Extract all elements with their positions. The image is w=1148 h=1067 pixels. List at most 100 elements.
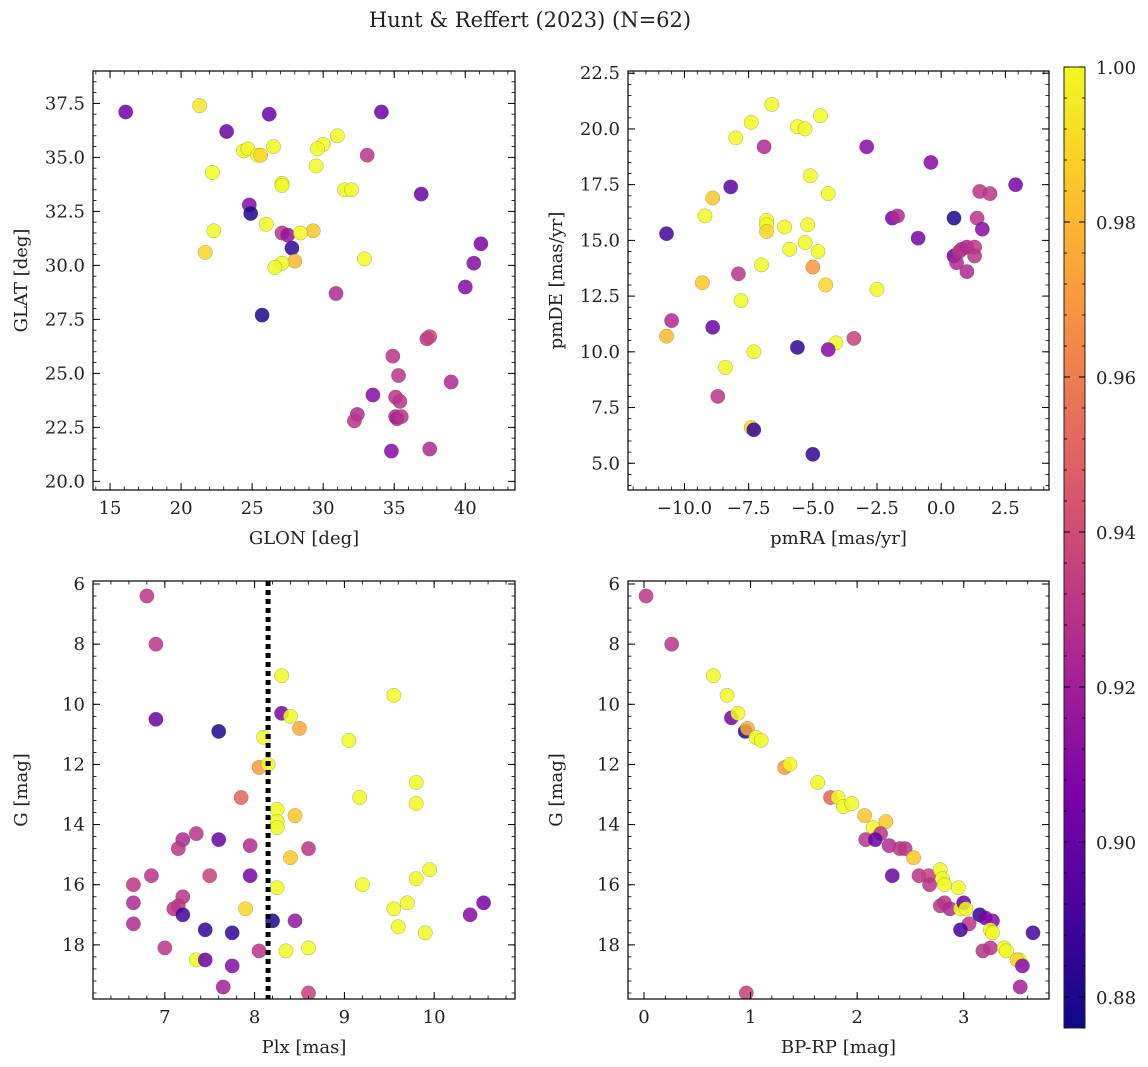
data-point [910, 230, 926, 246]
y-tick-label: 32.5 [45, 201, 85, 222]
y-tick-label: 18 [597, 935, 620, 956]
data-point [373, 104, 389, 120]
data-point [261, 106, 277, 122]
data-point [125, 877, 141, 893]
data-point [354, 877, 370, 893]
y-tick-label: 30.0 [45, 255, 85, 276]
data-point [422, 329, 438, 345]
data-point [175, 907, 191, 923]
data-point [695, 275, 710, 291]
data-point [280, 227, 296, 243]
data-point [958, 901, 974, 917]
data-point [197, 952, 213, 968]
data-point [951, 880, 966, 896]
data-point [723, 179, 739, 195]
data-point [967, 248, 982, 264]
x-tick-label: 9 [339, 1007, 350, 1028]
data-point [974, 221, 990, 237]
y-tick-label: 20.0 [45, 471, 85, 492]
points-pm [659, 97, 1023, 462]
data-point [243, 206, 259, 221]
data-point [764, 97, 780, 112]
data-point [202, 868, 218, 884]
colorbar: 0.88 0.90 0.92 0.94 0.96 0.98 1.00 [1063, 58, 1136, 1029]
axes-frame [92, 70, 516, 491]
panel-plx: 7 8 9 10 6 8 10 12 14 16 18 Plx [mas] G [mag] [11, 574, 516, 1058]
data-point [746, 344, 762, 360]
data-point [408, 775, 424, 790]
data-point [797, 235, 813, 251]
data-point [983, 940, 998, 956]
y-axis-label: G [mag] [11, 753, 32, 826]
data-point [192, 98, 208, 114]
data-point [638, 588, 654, 604]
x-axis-label: pmRA [mas/yr] [770, 528, 907, 549]
data-point [219, 124, 235, 139]
colorbar-tick-label: 0.96 [1096, 368, 1136, 389]
y-axis-label: pmDE [mas/yr] [546, 212, 567, 350]
data-point [139, 588, 155, 604]
data-point [256, 730, 271, 745]
data-point [305, 223, 321, 239]
data-point [790, 339, 805, 355]
y-tick-label: 14 [62, 815, 85, 836]
data-point [800, 217, 816, 233]
data-point [352, 790, 368, 805]
x-tick-label: 7 [159, 1007, 170, 1028]
colorbar-tick-label: 0.92 [1096, 678, 1136, 699]
y-tick-label: 10.0 [580, 342, 620, 363]
data-point [287, 808, 303, 823]
x-tick-label: −2.5 [855, 498, 899, 519]
data-point [743, 114, 759, 130]
data-point [802, 168, 818, 184]
y-tick-label: 10 [62, 694, 85, 715]
data-point [782, 757, 798, 772]
data-point [728, 130, 744, 146]
data-point [705, 190, 721, 206]
data-point [197, 244, 213, 260]
data-point [659, 328, 674, 344]
data-point [356, 251, 372, 267]
x-axis-label: BP-RP [mag] [781, 1037, 896, 1058]
x-tick-label: 25 [241, 498, 264, 519]
data-point [731, 266, 746, 282]
data-point [753, 733, 769, 748]
data-point [813, 108, 828, 124]
data-point [810, 244, 826, 259]
data-point [867, 832, 883, 847]
y-tick-label: 6 [609, 574, 620, 595]
data-point [301, 940, 316, 956]
data-point [170, 841, 186, 856]
data-point [1012, 979, 1028, 995]
data-point [206, 223, 222, 239]
data-point [754, 257, 769, 273]
data-point [301, 841, 316, 856]
x-tick-label: 8 [249, 1007, 260, 1028]
data-point [719, 687, 735, 703]
data-point [386, 687, 402, 703]
data-point [890, 208, 905, 224]
data-point [949, 255, 964, 271]
data-point [697, 208, 713, 224]
data-point [287, 253, 303, 269]
data-point [386, 901, 402, 917]
data-point [818, 277, 834, 293]
figure-title: Hunt & Reffert (2023) (N=62) [369, 8, 691, 32]
data-point [292, 225, 308, 241]
y-tick-label: 8 [609, 634, 620, 655]
x-tick-label: 0 [638, 1007, 649, 1028]
data-point [805, 259, 821, 275]
y-tick-label: 12.5 [580, 286, 620, 307]
y-tick-label: 18 [62, 935, 85, 956]
data-point [211, 832, 227, 847]
x-tick-label: 40 [454, 498, 477, 519]
data-point [292, 721, 307, 736]
data-point [777, 219, 792, 235]
data-point [937, 877, 952, 893]
data-point [884, 868, 900, 884]
data-point [242, 838, 258, 853]
data-point [820, 342, 836, 357]
data-point [946, 210, 962, 226]
y-tick-label: 37.5 [45, 93, 85, 114]
data-point [820, 186, 836, 202]
